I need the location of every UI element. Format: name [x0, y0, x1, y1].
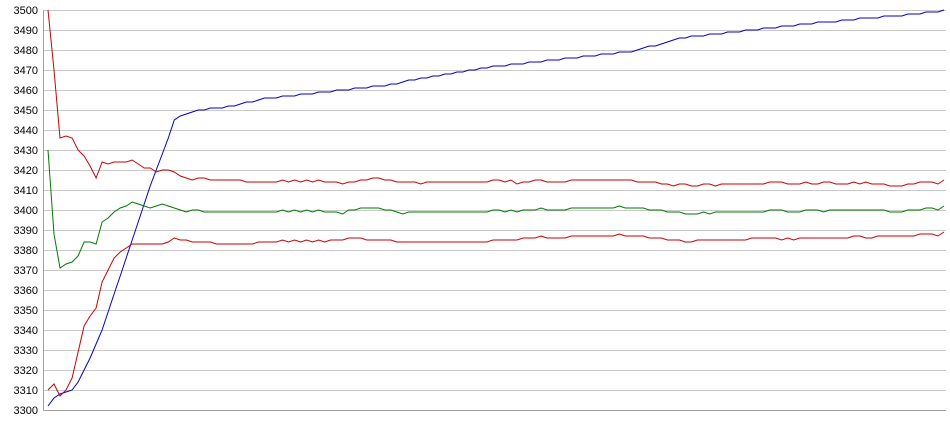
series-line-3: [47, 149, 945, 269]
y-tick-label: 3470: [14, 65, 38, 77]
y-axis-tick-labels: 3300 3310 3320 3330 3340 3350 3360 3370 3380 3390…: [14, 5, 38, 417]
y-tick-label: 3400: [14, 205, 38, 217]
y-tick-label: 3310: [14, 385, 38, 397]
series-line-1: [47, 9, 945, 407]
y-tick-label: 3460: [14, 85, 38, 97]
y-tick-label: 3360: [14, 285, 38, 297]
y-tick-label: 3340: [14, 325, 38, 337]
series-line-4: [47, 231, 945, 397]
y-tick-label: 3480: [14, 45, 38, 57]
y-tick-label: 3320: [14, 365, 38, 377]
y-tick-label: 3300: [14, 405, 38, 417]
y-tick-label: 3390: [14, 225, 38, 237]
y-tick-label: 3330: [14, 345, 38, 357]
y-tick-label: 3440: [14, 125, 38, 137]
y-tick-label: 3410: [14, 185, 38, 197]
y-tick-label: 3430: [14, 145, 38, 157]
series-lines: [47, 9, 945, 407]
y-tick-label: 3420: [14, 165, 38, 177]
y-tick-label: 3370: [14, 265, 38, 277]
y-tick-label: 3490: [14, 25, 38, 37]
y-tick-label: 3350: [14, 305, 38, 317]
y-tick-label: 3380: [14, 245, 38, 257]
y-tick-label: 3500: [14, 5, 38, 17]
series-line-2: [47, 9, 945, 187]
y-tick-label: 3450: [14, 105, 38, 117]
